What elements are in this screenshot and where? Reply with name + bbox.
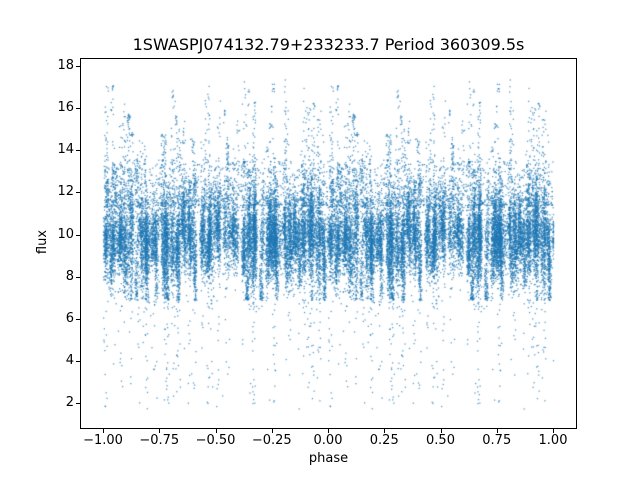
- x-tick-mark: [496, 429, 498, 433]
- y-tick-label: 12: [57, 184, 74, 200]
- x-tick-mark: [159, 429, 161, 433]
- x-tick-mark: [384, 429, 386, 433]
- x-axis-label: phase: [308, 451, 349, 466]
- x-tick-mark: [553, 429, 554, 433]
- x-tick-label: −0.75: [139, 433, 180, 448]
- scatter-points-canvas: [81, 59, 576, 428]
- y-tick-label: 10: [57, 226, 74, 242]
- y-tick-mark: [76, 234, 80, 236]
- x-tick-label: −1.00: [83, 433, 123, 448]
- x-tick-mark: [440, 429, 442, 433]
- x-tick-mark: [215, 429, 217, 433]
- y-tick-mark: [76, 108, 80, 110]
- x-tick-mark: [328, 429, 329, 433]
- x-tick-label: −0.25: [251, 433, 292, 448]
- plot-area: [80, 58, 577, 429]
- y-tick-label: 14: [57, 142, 74, 158]
- y-tick-mark: [76, 150, 80, 152]
- y-tick-label: 16: [57, 100, 74, 116]
- x-tick-label: 0.50: [426, 433, 455, 448]
- x-tick-mark: [103, 429, 104, 433]
- x-tick-label: 0.75: [482, 433, 512, 448]
- y-tick-mark: [76, 318, 80, 320]
- y-tick-label: 8: [65, 268, 74, 284]
- x-tick-mark: [271, 429, 273, 433]
- y-tick-label: 6: [65, 310, 74, 326]
- y-tick-label: 4: [65, 353, 74, 369]
- y-tick-mark: [76, 361, 80, 363]
- y-tick-label: 18: [57, 57, 74, 73]
- x-tick-label: 0.25: [369, 433, 399, 448]
- x-tick-label: −0.50: [195, 433, 236, 448]
- y-tick-mark: [76, 192, 80, 194]
- x-tick-label: 0.00: [313, 433, 343, 448]
- y-tick-mark: [76, 65, 80, 67]
- y-tick-label: 2: [65, 395, 74, 411]
- y-tick-mark: [76, 276, 80, 278]
- y-tick-mark: [76, 403, 80, 405]
- chart-title: 1SWASPJ074132.79+233233.7 Period 360309.…: [132, 35, 525, 54]
- x-tick-label: 1.00: [538, 433, 568, 448]
